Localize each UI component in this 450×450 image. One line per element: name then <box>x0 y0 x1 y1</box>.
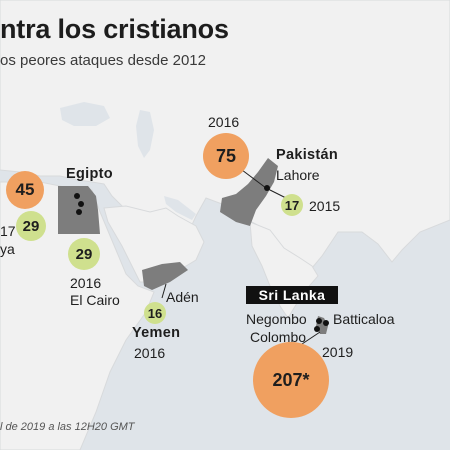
srilanka-attack-dot-2 <box>314 326 320 332</box>
caspian-sea <box>136 110 154 158</box>
srilanka-place-colombo: Colombo <box>250 329 307 345</box>
egypt-attack-dot-2 <box>78 201 84 207</box>
bubble-pakistan-75: 75 <box>203 133 249 179</box>
egypt-fragment-label-2: ya <box>0 241 15 257</box>
country-label-pakistan: Pakistán <box>276 147 339 163</box>
country-label-srilanka: Sri Lanka <box>246 286 338 304</box>
yemen-year-label: 2016 <box>134 345 166 361</box>
bubble-egypt-29-b: 29 <box>68 238 100 270</box>
persian-gulf <box>164 196 196 220</box>
srilanka-attack-dot-1 <box>316 318 322 324</box>
egypt-attack-dot-1 <box>74 193 80 199</box>
egypt-attack-dot-3 <box>76 209 82 215</box>
source-footnote: l de 2019 a las 12H20 GMT <box>0 421 135 433</box>
srilanka-year-label: 2019 <box>322 344 354 360</box>
srilanka-place-batticaloa: Batticaloa <box>333 311 395 327</box>
egypt-fragment-label: 17 <box>0 223 16 239</box>
pakistan-year-label-2: 2015 <box>309 198 341 214</box>
page-subtitle: os peores ataques desde 2012 <box>0 52 206 69</box>
pakistan-attack-dot <box>264 185 270 191</box>
page-title: ntra los cristianos <box>0 14 229 44</box>
egypt-place-label: El Cairo <box>70 292 120 308</box>
bubble-srilanka-207: 207* <box>253 342 329 418</box>
bubble-pakistan-17: 17 <box>281 194 303 216</box>
yemen-shape <box>142 262 188 290</box>
egypt-year-label: 2016 <box>70 275 102 291</box>
black-sea <box>60 102 110 126</box>
srilanka-attack-dot-3 <box>323 320 329 326</box>
bubble-egypt-29-a: 29 <box>16 211 46 241</box>
bubble-egypt-45: 45 <box>6 171 44 209</box>
country-label-yemen: Yemen <box>132 325 181 341</box>
leader-line-yemen <box>161 283 167 299</box>
pakistan-shape <box>220 158 278 226</box>
leader-line-pakistan-1 <box>241 169 267 189</box>
srilanka-place-negombo: Negombo <box>246 311 307 327</box>
pakistan-place-label: Lahore <box>276 167 320 183</box>
bubble-yemen-16: 16 <box>144 302 166 324</box>
country-label-egypt: Egipto <box>66 166 113 182</box>
yemen-place-label: Adén <box>166 289 199 305</box>
pakistan-year-label: 2016 <box>208 114 240 130</box>
